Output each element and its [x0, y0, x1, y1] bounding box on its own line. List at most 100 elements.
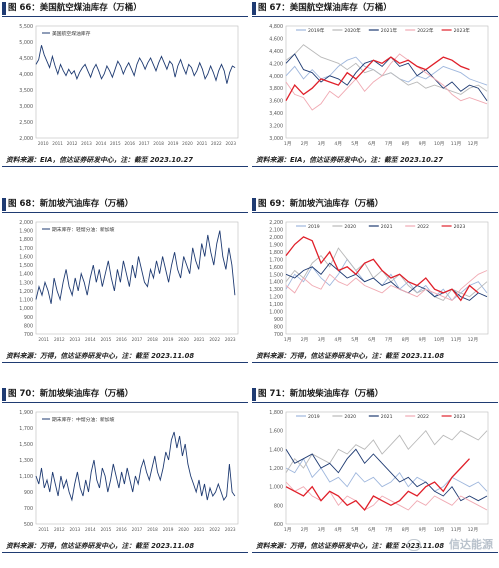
y-tick-label: 1,900: [269, 242, 283, 248]
x-tick-label: 9月: [419, 337, 427, 343]
series-line: [285, 44, 488, 95]
wechat-icon: [407, 539, 421, 551]
y-tick-label: 2,100: [269, 227, 283, 233]
y-tick-label: 5,500: [19, 24, 33, 30]
x-tick-label: 2023: [225, 527, 236, 532]
series-line: [285, 53, 488, 111]
y-tick-label: 900: [24, 315, 33, 321]
x-tick-label: 5月: [351, 527, 359, 533]
x-tick-label: 9月: [419, 141, 427, 147]
y-tick-label: 1,800: [19, 237, 33, 243]
series-line: [285, 53, 488, 101]
x-tick-label: 2016: [124, 141, 135, 146]
legend-label: 2020: [344, 414, 356, 420]
chart-svg: 500 700 900 1,100 1,300 1,500 1,700 1,900 2011 20…: [19, 410, 239, 532]
y-tick-label: 4,500: [19, 56, 33, 62]
source-note: 资料来源：EIA，信达证券研发中心，注：截至 2023.10.27: [6, 156, 193, 164]
x-tick-label: 2021: [194, 527, 205, 532]
legend-label: 2023: [454, 414, 466, 420]
series-line: [285, 270, 488, 301]
x-tick-label: 2014: [85, 337, 96, 342]
legend-label: 2019: [308, 224, 320, 230]
x-tick-label: 2021: [194, 337, 205, 342]
x-tick-label: 8月: [402, 527, 410, 533]
y-tick-label: 3,400: [269, 111, 283, 117]
chart-title-block: 图 67：美国航空煤油库存（万桶）: [252, 2, 498, 17]
x-tick-label: 2013: [70, 527, 81, 532]
x-tick-label: 7月: [385, 337, 393, 343]
y-tick-label: 1,100: [19, 298, 33, 304]
x-tick-label: 12月: [468, 141, 478, 147]
x-tick-label: 2023: [225, 141, 236, 146]
x-tick-label: 2020: [178, 527, 189, 532]
chart-panel-1: 图 66：美国航空煤油库存（万桶） 2,000 2,500 3,000 3,500 4,0…: [2, 2, 248, 182]
chart-area: 700 800 900 1,000 1,100 1,200 1,300 1,400 1,500 1…: [252, 216, 498, 348]
series-line: [285, 448, 488, 502]
y-tick-label: 1,300: [19, 280, 33, 286]
series-line: [285, 236, 479, 302]
source-note: 资料来源：万得，信达证券研发中心，注：截至 2023.11.08: [256, 352, 445, 360]
y-tick-label: 4,800: [269, 24, 283, 30]
chart-panel-2: 图 67：美国航空煤油库存（万桶） 3,000 3,200 3,400 3,600 3,8…: [252, 2, 498, 182]
watermark: 信达能源: [449, 538, 493, 551]
x-tick-label: 1月: [284, 337, 292, 343]
y-tick-label: 1,900: [19, 229, 33, 235]
series-line: [285, 458, 470, 512]
y-tick-label: 1,400: [269, 280, 283, 286]
x-tick-label: 2013: [81, 141, 92, 146]
x-tick-label: 2020: [182, 141, 193, 146]
y-tick-label: 3,600: [269, 99, 283, 105]
y-tick-label: 4,600: [269, 36, 283, 42]
y-tick-label: 1,100: [269, 302, 283, 308]
x-tick-label: 7月: [385, 141, 393, 147]
divider: [252, 166, 498, 167]
legend-label: 美国航空煤油库存: [52, 30, 91, 37]
source-note: 资料来源：EIA，信达证券研发中心，注：截至 2023.10.27: [256, 156, 443, 164]
legend-label: 2022: [417, 224, 429, 230]
chart-area: 3,000 3,200 3,400 3,600 3,800 4,000 4,200 4,400…: [252, 20, 498, 152]
y-tick-label: 1,700: [19, 426, 33, 432]
y-tick-label: 4,200: [269, 61, 283, 67]
x-tick-label: 2010: [38, 141, 49, 146]
x-tick-label: 2018: [147, 527, 158, 532]
legend-label: 2021: [381, 414, 393, 420]
legend-label: 2020: [344, 224, 356, 230]
x-tick-label: 2012: [67, 141, 78, 146]
x-tick-label: 2015: [101, 527, 112, 532]
legend-label: 2021年: [381, 27, 398, 34]
legend-label: 期末库存：轻馏分油：新加坡: [52, 226, 115, 233]
y-tick-label: 700: [274, 332, 283, 338]
x-tick-label: 2018: [147, 337, 158, 342]
x-tick-label: 10月: [434, 337, 444, 343]
x-tick-label: 2016: [116, 337, 127, 342]
x-tick-label: 12月: [468, 527, 478, 533]
series-line: [285, 429, 488, 473]
x-tick-label: 2015: [110, 141, 121, 146]
y-tick-label: 1,000: [19, 306, 33, 312]
x-tick-label: 2022: [209, 337, 220, 342]
x-tick-label: 2月: [301, 527, 309, 533]
plot-frame: [35, 221, 239, 335]
chart-title-block: 图 71：新加坡柴油库存（万桶）: [252, 388, 498, 403]
chart-svg: 2,000 2,500 3,000 3,500 4,000 4,500 5,000 5,500…: [19, 24, 239, 146]
x-tick-label: 2014: [85, 527, 96, 532]
plot-frame: [35, 411, 239, 525]
x-tick-label: 2011: [52, 141, 63, 146]
chart-title: 图 71：新加坡柴油库存（万桶）: [258, 389, 384, 399]
y-tick-label: 2,200: [269, 220, 283, 226]
x-tick-label: 6月: [368, 141, 376, 147]
legend-label: 2021: [381, 224, 393, 230]
plot-frame: [285, 221, 489, 335]
x-tick-label: 11月: [451, 527, 461, 533]
y-tick-label: 1,600: [269, 265, 283, 271]
y-tick-label: 1,300: [19, 458, 33, 464]
legend-label: 2020年: [344, 27, 361, 34]
chart-area: 600 800 1,000 1,200 1,400 1,600 1,800 1月 2月 3月 4月 5…: [252, 406, 498, 538]
y-tick-label: 1,500: [269, 272, 283, 278]
x-tick-label: 2012: [54, 527, 65, 532]
y-tick-label: 1,200: [269, 466, 283, 472]
y-tick-label: 3,000: [19, 104, 33, 110]
y-tick-label: 1,600: [269, 429, 283, 435]
x-tick-label: 11月: [451, 141, 461, 147]
x-tick-label: 12月: [468, 337, 478, 343]
